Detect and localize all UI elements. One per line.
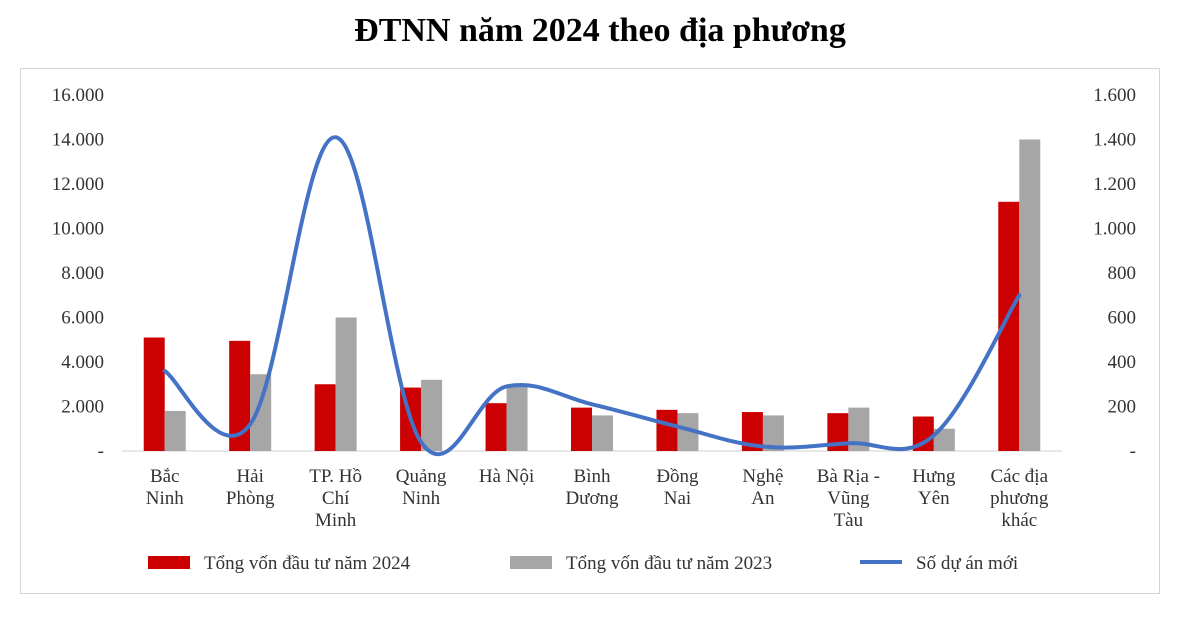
x-tick-label-line: Phòng <box>226 488 275 509</box>
bar-2024 <box>998 201 1020 451</box>
x-tick-label-line: Nai <box>664 488 691 509</box>
y-right-tick-label: 1.000 <box>1093 219 1136 240</box>
x-tick-label-line: Tàu <box>834 510 864 531</box>
bar-2024 <box>571 407 592 451</box>
y-left-tick-label: 14.000 <box>52 130 104 151</box>
y-left-tick-label: 8.000 <box>61 263 104 284</box>
x-tick-label: Hà Nội <box>479 466 534 487</box>
y-left-tick-label: 2.000 <box>61 397 104 418</box>
x-tick-label-line: phương <box>990 488 1049 509</box>
x-tick-label: Quảng Ninh <box>396 466 447 509</box>
bar-2023 <box>762 415 784 451</box>
y-left-tick-label: 16.000 <box>52 85 104 106</box>
chart-title: ĐTNN năm 2024 theo địa phương <box>354 12 846 49</box>
y-left-tick-label: 12.000 <box>52 174 104 195</box>
x-tick-label: Bà Rịa -Vũng Tàu <box>817 466 880 531</box>
x-tick-label-line: Yên <box>918 488 950 509</box>
x-tick-label-line: Các địa <box>991 466 1049 487</box>
bar-2024 <box>741 412 763 451</box>
x-tick-label-line: Bình <box>574 466 611 487</box>
x-tick-label-line: Đồng <box>656 466 699 487</box>
x-tick-label: Bắc Ninh <box>146 466 185 509</box>
bar-2024 <box>485 403 507 451</box>
bar-2023 <box>164 410 186 451</box>
y-right-tick-label: 400 <box>1108 352 1137 373</box>
bar-2024 <box>827 413 849 451</box>
y-right-tick-label: 1.200 <box>1093 174 1136 195</box>
bar-2024 <box>314 384 336 451</box>
bar-2024 <box>143 337 165 451</box>
legend-label: Tổng vốn đầu tư năm 2024 <box>204 553 411 574</box>
bar-2023 <box>592 415 613 451</box>
x-tick-label-line: Bắc <box>150 466 180 487</box>
bar-2023 <box>335 317 357 451</box>
y-left-tick-label: 4.000 <box>61 352 104 373</box>
x-tick-label: Bình Dương <box>565 466 619 509</box>
bar-2023 <box>421 379 443 451</box>
x-tick-label-line: Dương <box>565 488 619 509</box>
x-tick-label-line: An <box>751 488 775 509</box>
legend-swatch <box>510 556 552 569</box>
x-tick-label-line: Hải <box>236 466 263 487</box>
bar-2024 <box>912 416 934 451</box>
y-left-tick-label: 10.000 <box>52 219 104 240</box>
y-right-tick-label: 1.400 <box>1093 130 1136 151</box>
y-right-tick-label: 600 <box>1108 308 1137 329</box>
x-tick-label: Hải Phòng <box>226 466 275 509</box>
x-tick-label-line: Bà Rịa - <box>817 466 880 487</box>
x-tick-label: Các địa phương khác <box>990 466 1049 531</box>
x-tick-label: Hưng Yên <box>912 466 956 509</box>
x-tick-label-line: khác <box>1001 510 1037 531</box>
legend-label: Số dự án mới <box>916 553 1018 574</box>
x-tick-label-line: Nghệ <box>742 466 783 487</box>
bars <box>143 139 1041 451</box>
bar-2023 <box>1019 139 1041 451</box>
x-tick-label-line: Hà Nội <box>479 466 534 487</box>
x-tick-label-line: Vũng <box>827 488 870 509</box>
x-tick-label-line: Ninh <box>402 488 441 509</box>
y-left-tick-label: 6.000 <box>61 308 104 329</box>
bar-2024 <box>656 409 678 451</box>
x-tick-label-line: Chí <box>322 488 350 509</box>
y-left-tick-label: - <box>98 441 104 462</box>
y-right-tick-label: - <box>1130 441 1136 462</box>
axes: - 2.000 4.000 6.000 8.000 10.000 12.000 14.000 1… <box>52 85 1136 531</box>
bar-2023 <box>677 413 699 451</box>
x-tick-label: TP. Hồ Chí Minh <box>309 466 362 531</box>
bar-2023 <box>250 374 272 451</box>
x-tick-label-line: Hưng <box>912 466 956 487</box>
bar-2023 <box>506 386 528 451</box>
chart-frame <box>20 68 1160 594</box>
legend-label: Tổng vốn đầu tư năm 2023 <box>566 553 772 574</box>
legend-swatch <box>148 556 190 569</box>
bar-2023 <box>848 407 870 451</box>
x-tick-label-line: Ninh <box>146 488 185 509</box>
x-tick-label-line: Quảng <box>396 466 447 487</box>
line-layer <box>162 135 1022 457</box>
y-right-tick-label: 800 <box>1108 263 1137 284</box>
legend: Tổng vốn đầu tư năm 2024 Tổng vốn đầu tư … <box>148 553 1018 574</box>
bar-2024 <box>229 340 251 451</box>
y-right-tick-label: 1.600 <box>1093 85 1136 106</box>
new-projects-line <box>162 135 1022 457</box>
x-tick-label-line: TP. Hồ <box>309 466 362 487</box>
y-right-tick-label: 200 <box>1108 397 1137 418</box>
x-tick-label: Nghệ An <box>742 466 783 509</box>
bar-2023 <box>933 428 955 451</box>
x-tick-label-line: Minh <box>315 510 357 531</box>
x-tick-label: Đồng Nai <box>656 466 699 509</box>
